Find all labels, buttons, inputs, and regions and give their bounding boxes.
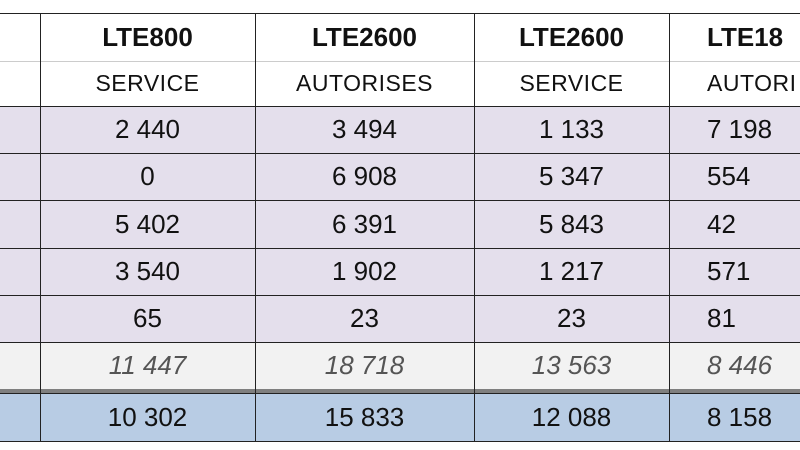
grid-line xyxy=(0,441,800,442)
table-cell: 6 908 xyxy=(255,153,474,200)
row-label xyxy=(0,106,40,153)
total-cell: 8 446 xyxy=(669,342,800,389)
summary-cell: 12 088 xyxy=(474,394,669,441)
table-cell: 3 540 xyxy=(40,248,255,295)
column-header-lte1800: LTE18 xyxy=(669,13,800,61)
column-subheader-service: SERVICE xyxy=(40,61,255,106)
column-header-lte800: LTE800 xyxy=(40,13,255,61)
summary-cell: 15 833 xyxy=(255,394,474,441)
row-label xyxy=(0,153,40,200)
table-cell: 1 217 xyxy=(474,248,669,295)
table-cell: 2 440 xyxy=(40,106,255,153)
table-cell: 5 347 xyxy=(474,153,669,200)
table-cell: 6 391 xyxy=(255,200,474,248)
column-divider xyxy=(669,13,670,441)
column-divider xyxy=(474,13,475,441)
total-row-label xyxy=(0,342,40,389)
summary-row-label xyxy=(0,394,40,441)
column-subheader-service: SERVICE xyxy=(474,61,669,106)
row-label xyxy=(0,248,40,295)
summary-cell: 8 158 xyxy=(669,394,800,441)
table-cell: 554 xyxy=(669,153,800,200)
grid-line xyxy=(0,393,800,394)
grid-line xyxy=(0,61,800,62)
column-divider xyxy=(40,13,41,441)
section-separator xyxy=(0,389,800,393)
grid-line xyxy=(0,248,800,249)
table-cell: 5 843 xyxy=(474,200,669,248)
column-header-lte2600-service: LTE2600 xyxy=(474,13,669,61)
table-cell: 23 xyxy=(474,295,669,342)
total-cell: 11 447 xyxy=(40,342,255,389)
grid-line xyxy=(0,13,800,14)
total-cell: 13 563 xyxy=(474,342,669,389)
column-divider xyxy=(255,13,256,441)
grid-line xyxy=(0,200,800,201)
table-cell: 0 xyxy=(40,153,255,200)
row-label xyxy=(0,295,40,342)
total-cell: 18 718 xyxy=(255,342,474,389)
column-subheader-autorises: AUTORISES xyxy=(255,61,474,106)
grid-line xyxy=(0,342,800,343)
table-cell: 5 402 xyxy=(40,200,255,248)
table-cell: 23 xyxy=(255,295,474,342)
table-cell: 3 494 xyxy=(255,106,474,153)
table-cell: 571 xyxy=(669,248,800,295)
grid-line xyxy=(0,106,800,107)
column-header-lte2600-autorises: LTE2600 xyxy=(255,13,474,61)
table-cell: 1 133 xyxy=(474,106,669,153)
row-label-subheader xyxy=(0,61,40,106)
row-label-header xyxy=(0,13,40,61)
table-cell: 65 xyxy=(40,295,255,342)
table-cell: 42 xyxy=(669,200,800,248)
grid-line xyxy=(0,153,800,154)
row-label xyxy=(0,200,40,248)
summary-cell: 10 302 xyxy=(40,394,255,441)
table-cell: 7 198 xyxy=(669,106,800,153)
table-cell: 81 xyxy=(669,295,800,342)
table-cell: 1 902 xyxy=(255,248,474,295)
column-subheader-autorises: AUTORI xyxy=(669,61,800,106)
grid-line xyxy=(0,295,800,296)
